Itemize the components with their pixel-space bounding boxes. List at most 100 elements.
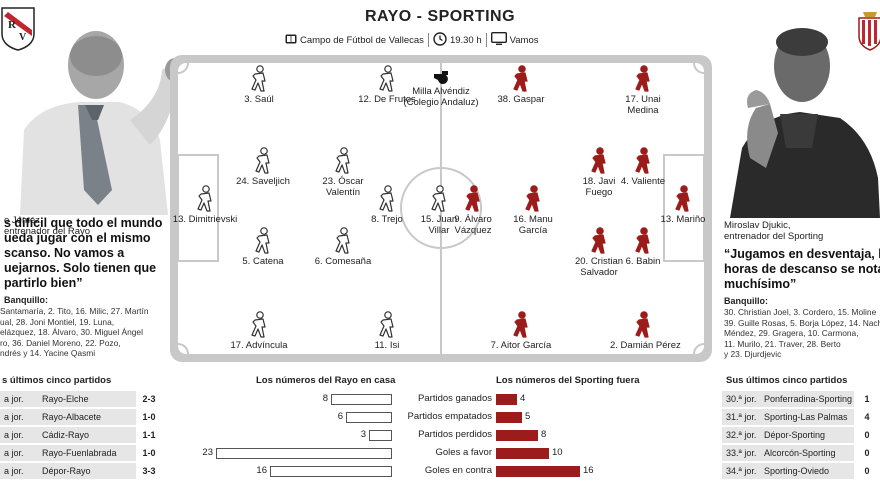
quote-line: muchísimo” xyxy=(724,277,797,291)
match-teams: Alcorcón-Sporting xyxy=(764,448,836,458)
player-icon xyxy=(610,147,676,175)
player-icon xyxy=(310,147,376,175)
player-icon xyxy=(610,311,676,339)
rayo-player: 11. Isi xyxy=(354,311,420,351)
match-row: 34.ª jor. Sporting-Oviedo 0 xyxy=(722,463,880,479)
match-row: 33.ª jor. Alcorcón-Sporting 0 xyxy=(722,445,880,461)
player-name: 12. De Frutos xyxy=(358,94,416,105)
match-title: RAYO - SPORTING xyxy=(364,8,516,25)
rayo-player: 5. Catena xyxy=(230,227,296,267)
home-stat-value: 3 xyxy=(360,429,366,440)
player-name: 8. Trejo xyxy=(371,214,403,225)
stat-label: Goles en contra xyxy=(424,465,492,476)
player-icon xyxy=(172,185,238,213)
match-row: a jor. Dépor-Rayo 3-3 xyxy=(0,463,162,479)
rayo-player: 17. Advíncula xyxy=(226,311,292,351)
player-icon xyxy=(354,185,420,213)
match-row: a jor. Rayo-Albacete 1-0 xyxy=(0,409,162,425)
bench-line: ual, 28. Joni Montiel, 19. Luna, xyxy=(0,316,115,327)
player-icon xyxy=(310,227,376,255)
bench-line: ro, 36. Daniel Moreno, 22. Pozo, xyxy=(0,337,121,348)
sporting-player: 13. Mariño xyxy=(650,185,716,225)
player-name: 15. Juan xyxy=(420,214,458,225)
match-score: 3-3 xyxy=(136,463,162,479)
rayo-player: 12. De Frutos xyxy=(354,65,420,105)
player-icon xyxy=(226,311,292,339)
player-name-2: Medina xyxy=(627,105,659,116)
player-name: 6. Babin xyxy=(625,256,661,267)
player-name-2: Salvador xyxy=(580,267,618,278)
match-round: 32.ª jor. xyxy=(726,430,757,440)
sporting-last5-title: Sus últimos cinco partidos xyxy=(726,375,848,386)
match-score: 4 xyxy=(854,409,880,425)
player-name: 38. Gaspar xyxy=(497,94,545,105)
away-bench-list: 30. Christian Joel, 3. Cordero, 15. Moli… xyxy=(724,307,880,360)
svg-text:V: V xyxy=(19,32,27,43)
away-stat-bar xyxy=(496,394,517,405)
rayo-player: 15. Juan Villar xyxy=(406,185,472,236)
bench-line: Méndez, 29. Gragera, 10. Carmona, xyxy=(724,328,859,338)
player-icon xyxy=(440,185,506,213)
match-round: a jor. xyxy=(4,466,24,476)
tv-channel: Vamos xyxy=(509,34,539,46)
away-coach-photo xyxy=(720,8,880,218)
bench-line: Santamaría, 2. Tito, 16. Milic, 27. Mart… xyxy=(0,306,149,316)
sporting-player: 18. Javi Fuego xyxy=(566,147,632,198)
player-name: 2. Damián Pérez xyxy=(610,340,681,351)
away-coach-role: entrenador del Sporting xyxy=(724,231,824,242)
rayo-player: 13. Dimitrievski xyxy=(172,185,238,225)
match-round: 31.ª jor. xyxy=(726,412,757,422)
home-stat-bar xyxy=(346,412,392,423)
quote-line: partirlo bien” xyxy=(4,276,83,290)
bench-line: 30. Christian Joel, 3. Cordero, 15. Moli… xyxy=(724,307,877,317)
player-icon xyxy=(354,311,420,339)
player-icon xyxy=(488,311,554,339)
match-info: Campo de Fútbol de Vallecas 19.30 h Vamo… xyxy=(285,31,539,49)
bench-line: y 23. Djurdjevic xyxy=(724,349,782,359)
match-teams: Rayo-Albacete xyxy=(42,412,102,422)
player-name: 9. Álvaro xyxy=(454,214,492,225)
match-teams: Sporting-Oviedo xyxy=(764,466,830,476)
home-stat-bar xyxy=(270,466,392,477)
rayo-crest-icon: R V xyxy=(0,6,36,52)
player-name: 5. Catena xyxy=(242,256,284,267)
sporting-player: 6. Babin xyxy=(610,227,676,267)
stat-label: Partidos empatados xyxy=(407,411,493,422)
bench-line: 39. Guille Rosas, 5. Borja López, 14. Na… xyxy=(724,317,880,328)
player-icon xyxy=(354,65,420,93)
quote-line: uejarnos. Solo tienen que xyxy=(4,261,157,275)
rayo-last5-title: s últimos cinco partidos xyxy=(2,375,112,386)
away-stat-value: 10 xyxy=(552,447,563,458)
match-row: 31.ª jor. Sporting-Las Palmas 4 xyxy=(722,409,880,425)
player-name: 13. Dimitrievski xyxy=(172,214,238,225)
away-stat-value: 8 xyxy=(541,429,547,440)
match-round: 34.ª jor. xyxy=(726,466,757,476)
player-icon xyxy=(610,227,676,255)
sporting-player: 2. Damián Pérez xyxy=(610,311,681,351)
player-icon xyxy=(500,185,566,213)
match-teams: Rayo-Fuenlabrada xyxy=(42,448,117,458)
whistle-icon xyxy=(434,71,448,84)
player-name-2: Fuego xyxy=(585,187,613,198)
away-stat-bar xyxy=(496,466,580,477)
player-icon xyxy=(230,227,296,255)
player-name: 7. Aitor García xyxy=(490,340,552,351)
home-coach-role: entrenador del Rayo xyxy=(4,226,91,237)
stat-label: Partidos ganados xyxy=(418,393,492,404)
match-row: a jor. Rayo-Elche 2-3 xyxy=(0,391,162,407)
player-name: 3. Saúl xyxy=(244,94,274,105)
match-round: a jor. xyxy=(4,412,24,422)
referee-detail: (Colegio Andaluz) xyxy=(403,97,479,108)
match-score: 2-3 xyxy=(136,391,162,407)
clock-icon xyxy=(433,31,447,49)
player-name: 13. Mariño xyxy=(660,214,706,225)
stadium-name: Campo de Fútbol de Vallecas xyxy=(300,34,424,46)
match-teams: Sporting-Las Palmas xyxy=(764,412,848,422)
home-stat-value: 8 xyxy=(322,393,328,404)
match-score: 1-0 xyxy=(136,445,162,461)
svg-text:R: R xyxy=(8,19,17,31)
sporting-player: 17. Unai Medina xyxy=(610,65,676,116)
player-icon xyxy=(488,65,554,93)
player-name: 6. Comesaña xyxy=(314,256,372,267)
away-stat-bar xyxy=(496,412,522,423)
